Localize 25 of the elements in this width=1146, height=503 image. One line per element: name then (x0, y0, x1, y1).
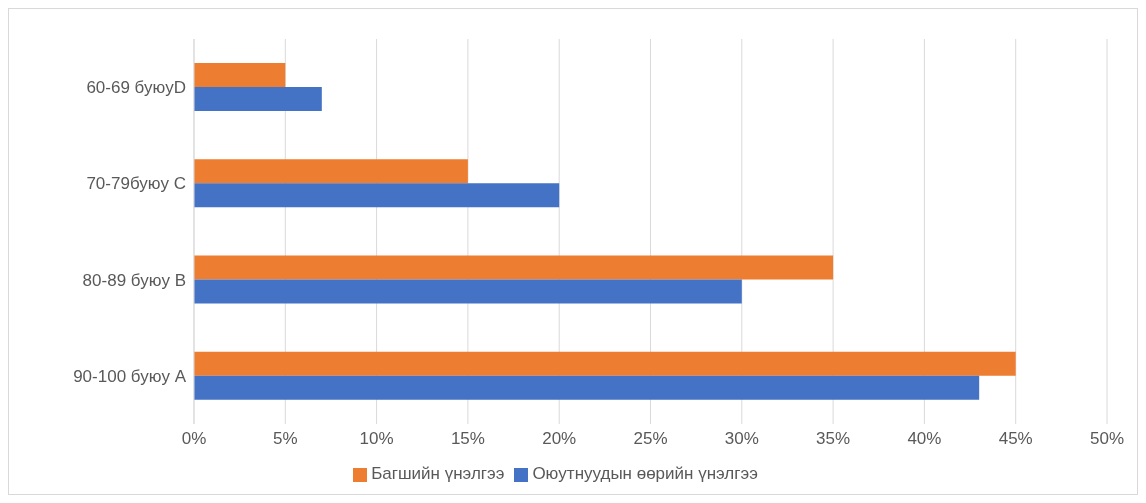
x-tick-label: 35% (816, 429, 851, 449)
x-tick-label: 45% (998, 429, 1033, 449)
y-tick-label: 80-89 буюу B (82, 270, 186, 290)
x-tick-label: 30% (724, 429, 759, 449)
x-tick-label: 15% (450, 429, 485, 449)
x-tick-label: 0% (181, 429, 207, 449)
x-tick-label: 25% (633, 429, 668, 449)
bar (194, 87, 322, 112)
bar (194, 159, 468, 184)
y-tick-label: 60-69 буюуD (86, 78, 186, 98)
bar (194, 279, 742, 304)
x-tick-label: 20% (542, 429, 577, 449)
x-tick-label: 40% (907, 429, 942, 449)
y-tick-label: 90-100 буюу A (73, 366, 187, 386)
y-tick-label: 70-79буюу C (86, 174, 186, 194)
bar (194, 63, 286, 88)
bar (194, 183, 560, 208)
bar (194, 375, 980, 400)
x-tick-label: 10% (359, 429, 394, 449)
bar (194, 351, 1016, 376)
x-tick-label: 5% (273, 429, 298, 449)
x-tick-label: 50% (1089, 429, 1125, 449)
legend-label: Багшийн үнэлгээ (371, 464, 505, 483)
bar (194, 255, 834, 280)
legend-label: Оюутнуудын өөрийн үнэлгээ (532, 464, 758, 483)
